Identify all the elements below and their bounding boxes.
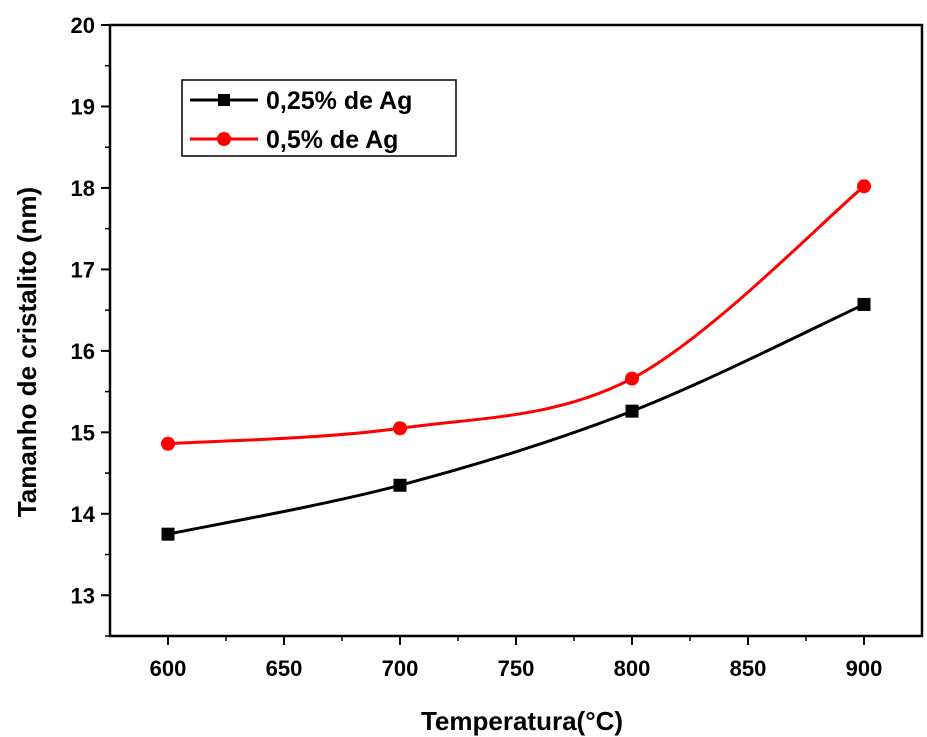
series-1 xyxy=(161,179,871,451)
data-point xyxy=(625,404,639,418)
series-line-1 xyxy=(167,185,865,446)
y-axis-title: Tamanho de cristalito (nm) xyxy=(12,187,42,517)
data-point xyxy=(393,478,407,492)
y-tick-label: 15 xyxy=(71,420,95,445)
series-layer xyxy=(161,179,871,541)
legend-marker-1 xyxy=(217,132,231,146)
y-tick-label: 20 xyxy=(71,13,95,38)
data-point xyxy=(857,297,871,311)
data-point xyxy=(161,436,175,451)
series-0 xyxy=(161,297,871,541)
y-tick-label: 17 xyxy=(71,257,95,282)
x-tick-label: 800 xyxy=(614,656,651,681)
legend-marker-0 xyxy=(218,94,230,106)
x-tick-label: 750 xyxy=(498,656,535,681)
data-point xyxy=(857,179,871,194)
legend-label-1: 0,5% de Ag xyxy=(266,126,398,154)
series-line-0 xyxy=(167,303,865,536)
y-tick-label: 16 xyxy=(71,339,95,364)
x-tick-label: 650 xyxy=(266,656,303,681)
x-tick-label: 850 xyxy=(730,656,767,681)
y-tick-label: 19 xyxy=(71,94,95,119)
legend: 0,25% de Ag 0,5% de Ag xyxy=(181,79,457,157)
x-tick-label: 900 xyxy=(846,656,883,681)
data-point xyxy=(161,527,175,541)
y-tick-label: 18 xyxy=(71,176,95,201)
y-axis-ticks: 13 14 15 16 17 18 19 20 xyxy=(71,13,110,637)
legend-label-0: 0,25% de Ag xyxy=(266,87,412,115)
data-point xyxy=(625,371,639,386)
x-axis-title: Temperatura(°C) xyxy=(421,706,623,736)
x-axis-ticks: 600 650 700 750 800 850 900 xyxy=(150,636,883,681)
data-point xyxy=(393,421,407,436)
y-tick-label: 14 xyxy=(71,502,96,527)
y-tick-label: 13 xyxy=(71,583,95,608)
x-tick-label: 600 xyxy=(150,656,187,681)
x-tick-label: 700 xyxy=(382,656,419,681)
